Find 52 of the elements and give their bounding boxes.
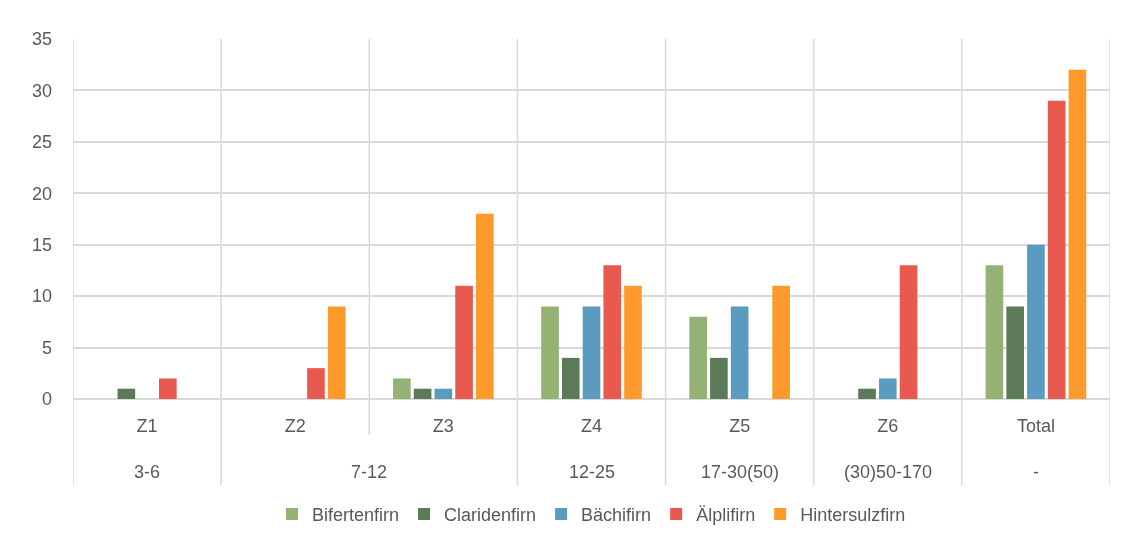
bar (985, 265, 1004, 399)
bar (603, 265, 622, 399)
y-tick-label: 0 (41, 389, 52, 410)
legend-label: Älplifirn (696, 504, 756, 525)
legend-label: Hintersulzfirn (800, 504, 906, 525)
legend-label: Bifertenfirn (312, 504, 400, 525)
bar (730, 306, 749, 399)
bar (1027, 244, 1045, 399)
y-tick-label: 10 (31, 286, 52, 307)
x-tick-label: Z6 (877, 416, 899, 436)
bar (159, 378, 177, 399)
bar (413, 388, 432, 399)
text: 7-12 (351, 462, 388, 482)
bar (899, 265, 918, 399)
y-tick-label: 20 (31, 183, 52, 204)
x-tick-label: Z5 (729, 416, 751, 436)
bar (858, 388, 876, 399)
bar (1006, 306, 1024, 399)
text: - (1033, 462, 1039, 482)
x-tick-label: Total (1016, 416, 1055, 436)
bar (689, 316, 707, 399)
bar (455, 285, 473, 399)
y-tick-label: 5 (41, 337, 52, 358)
bar (393, 378, 411, 399)
x-tick-label: Z4 (580, 416, 603, 436)
x-tick-label: Z2 (284, 416, 306, 436)
bar (541, 306, 559, 399)
text: 3-6 (134, 462, 161, 482)
bar (476, 213, 494, 399)
y-tick-label: 25 (31, 132, 52, 153)
bar (710, 357, 728, 399)
bar (307, 368, 325, 399)
bar (327, 306, 346, 399)
y-tick-label: 35 (31, 29, 52, 50)
legend-label: Bächifirn (581, 504, 652, 525)
bar (582, 306, 601, 399)
y-tick-label: 15 (31, 235, 52, 256)
bar (878, 378, 897, 399)
y-tick-label: 30 (31, 80, 52, 101)
bar (1068, 69, 1087, 399)
bar (117, 388, 136, 399)
legend-label: Claridenfirn (444, 504, 537, 525)
bar (434, 388, 453, 399)
x-tick-label: Z1 (136, 416, 158, 436)
text: (30)50-170 (844, 462, 933, 482)
bar (561, 357, 580, 399)
text: 17-30(50) (701, 462, 780, 482)
bar (624, 285, 642, 399)
text: 12-25 (569, 462, 616, 482)
x-tick-label: Z3 (432, 416, 454, 436)
bar (1047, 100, 1066, 399)
bar (772, 285, 790, 399)
